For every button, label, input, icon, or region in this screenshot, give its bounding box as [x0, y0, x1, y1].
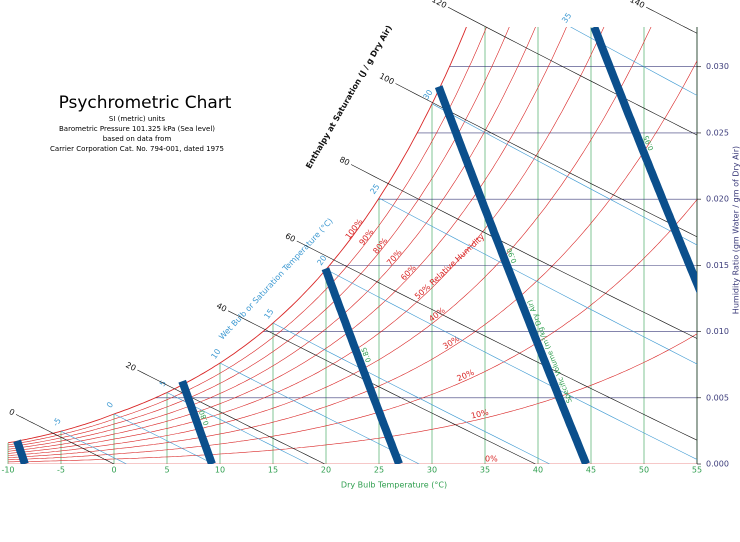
- y-tick-label: 0.000: [706, 460, 729, 469]
- x-tick-label: 30: [427, 466, 437, 475]
- x-tick-label: -10: [1, 466, 14, 475]
- x-tick-label: 5: [164, 466, 169, 475]
- enthalpy-line: [15, 414, 115, 464]
- enthalpy-line: [137, 369, 325, 464]
- chart-title: Psychrometric Chart: [59, 93, 232, 113]
- rh-curve: [8, 199, 697, 461]
- enthalpy-label: 60: [284, 231, 297, 244]
- x-tick-label: 50: [639, 466, 649, 475]
- x-tick-label: 25: [374, 466, 384, 475]
- rh-curve: [8, 27, 510, 448]
- subtitle: SI (metric) units: [109, 115, 166, 123]
- subtitle: Barometric Pressure 101.325 kPa (Sea lev…: [59, 125, 215, 133]
- enthalpy-line: [350, 164, 697, 339]
- wet-bulb-line: [325, 269, 697, 460]
- rh-curve: [8, 333, 697, 463]
- y-tick-label: 0.020: [706, 195, 729, 204]
- x-tick-label: 35: [480, 466, 490, 475]
- wet-bulb-label: -5: [51, 416, 63, 428]
- wet-bulb-line: [378, 197, 697, 365]
- x-tick-label: 15: [268, 466, 278, 475]
- x-tick-label: 40: [533, 466, 543, 475]
- x-axis-label: Dry Bulb Temperature (°C): [341, 481, 447, 490]
- y-tick-label: 0.010: [706, 327, 729, 336]
- rh-curve: [8, 27, 487, 446]
- enthalpy-label: 0: [7, 407, 16, 417]
- x-tick-label: -5: [57, 466, 65, 475]
- enthalpy-label: 140: [628, 0, 646, 10]
- wet-bulb-line: [60, 430, 127, 464]
- rh-curve: [8, 60, 697, 458]
- wet-bulb-label: 0: [105, 400, 115, 409]
- y-tick-label: 0.005: [706, 393, 729, 402]
- wet-bulb-line: [219, 362, 420, 464]
- x-tick-label: 0: [111, 466, 116, 475]
- rh-label: 0%: [485, 455, 498, 464]
- enthalpy-label: 80: [338, 155, 351, 168]
- x-tick-label: 55: [692, 466, 702, 475]
- x-tick-label: 10: [215, 466, 225, 475]
- specific-volume-line: [590, 27, 697, 294]
- subtitle: based on data from: [103, 135, 172, 143]
- rh-curve: [8, 27, 467, 444]
- rh-curve: [8, 27, 652, 456]
- subtitle: Carrier Corporation Cat. No. 794-001, da…: [50, 145, 224, 153]
- rh-curve: [8, 27, 567, 452]
- enthalpy-label: 40: [215, 301, 228, 314]
- rh-curve: [8, 27, 536, 450]
- wet-bulb-line: [272, 322, 550, 464]
- enthalpy-line: [645, 6, 697, 34]
- specific-volume-line: [434, 85, 590, 464]
- y-axis-label: Humidity Ratio (gm Water / gm of Dry Air…: [732, 146, 740, 314]
- enthalpy-label: 120: [430, 0, 448, 10]
- enthalpy-line: [447, 6, 697, 136]
- enthalpy-label: 20: [124, 360, 137, 373]
- wet-bulb-line: [431, 103, 697, 246]
- specific-volume-line: [13, 439, 29, 464]
- y-tick-label: 0.015: [706, 261, 729, 270]
- rh-curve: [8, 27, 605, 454]
- specific-volume-line: [178, 379, 216, 464]
- x-tick-label: 45: [586, 466, 596, 475]
- wet-bulb-label: 5: [158, 379, 168, 388]
- enthalpy-line: [296, 240, 697, 441]
- x-tick-label: 20: [321, 466, 331, 475]
- rh-label: 10%: [470, 408, 490, 421]
- specific-volume-line: [321, 267, 403, 464]
- y-tick-label: 0.025: [706, 128, 729, 137]
- wet-bulb-line: [113, 413, 214, 464]
- enthalpy-line: [227, 310, 536, 464]
- wet-bulb-line: [570, 27, 697, 96]
- y-tick-label: 0.030: [706, 62, 729, 71]
